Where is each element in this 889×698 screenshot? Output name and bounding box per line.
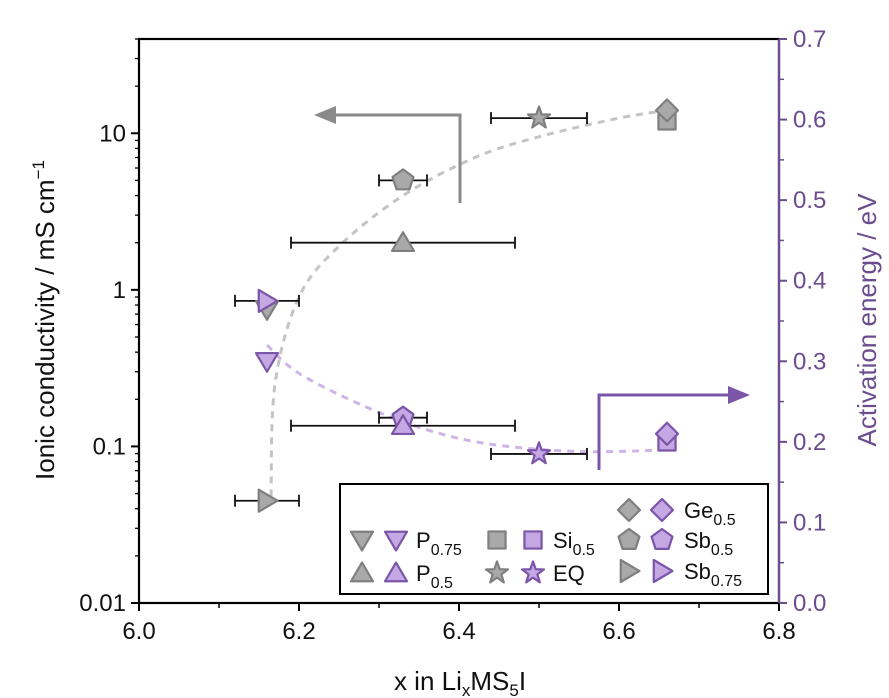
legend-label: Sb0.75 (684, 559, 742, 590)
legend-marker-activation (652, 558, 674, 584)
legend-marker-activation (520, 560, 546, 584)
x-tick-label: 6.4 (442, 618, 475, 645)
data-point-left-star (526, 105, 552, 129)
y-left-tick-label: 0.1 (93, 433, 126, 460)
axis-ticks: 6.0 6.2 6.4 6.6 6.8 0.01 0.1 1 10 0.0 0.1 0.2 0.3 0.4… (79, 26, 826, 645)
legend-marker-activation (649, 497, 675, 523)
legend-marker-conductivity (349, 530, 375, 552)
left-axis-arrow (314, 106, 462, 203)
y-right-axis-title: Activation energy / eV (852, 193, 882, 447)
data-point-right-triangle-down (254, 351, 280, 373)
legend-marker-conductivity (616, 497, 642, 523)
right-axis-arrow (597, 386, 750, 470)
data-point-left-triangle-right (257, 488, 279, 513)
x-tick-label: 6.0 (122, 618, 155, 645)
x-tick-label: 6.6 (602, 618, 635, 645)
legend-marker-activation (650, 527, 674, 550)
data-points (254, 98, 680, 513)
data-point-right-star (526, 441, 552, 465)
data-point-right-diamond (654, 421, 680, 446)
legend-label: Sb0.5 (684, 528, 733, 559)
data-point-left-triangle-up (390, 231, 416, 253)
legend-marker-conductivity (484, 560, 510, 584)
legend-label: P0.5 (416, 561, 453, 592)
x-axis-title: x in LixMS5I (394, 666, 526, 698)
y-left-tick-label: 0.01 (79, 590, 126, 617)
data-point-right-triangle-up (390, 414, 416, 436)
legend-marker-conductivity (617, 527, 641, 550)
legend-label: Si0.5 (553, 528, 595, 559)
legend-marker-activation (523, 530, 543, 550)
legend-marker-conductivity (487, 530, 507, 550)
x-tick-label: 6.2 (282, 618, 315, 645)
y-left-tick-label: 1 (113, 277, 126, 304)
y-right-tick-label: 0.6 (793, 107, 826, 134)
trend-line-conductivity (269, 108, 668, 497)
trend-lines (265, 108, 668, 497)
legend-box (339, 483, 769, 595)
legend-marker-activation (383, 530, 409, 552)
data-point-left-diamond (654, 98, 680, 123)
legend-marker-conductivity (619, 558, 641, 584)
legend-marker-activation (383, 561, 409, 583)
legend-marker-conductivity (349, 561, 375, 583)
y-left-tick-label: 10 (99, 120, 126, 147)
y-left-axis-title: Ionic conductivity / mS cm−1 (29, 160, 60, 480)
y-right-tick-label: 0.5 (793, 187, 826, 214)
y-right-tick-label: 0.3 (793, 348, 826, 375)
y-right-tick-label: 0.0 (793, 590, 826, 617)
data-point-right-triangle-right (257, 288, 279, 313)
legend-label: P0.75 (416, 528, 462, 559)
y-right-tick-label: 0.2 (793, 429, 826, 456)
legend-label: EQ (553, 561, 585, 586)
y-right-tick-label: 0.1 (793, 509, 826, 536)
legend-label: Ge0.5 (684, 498, 736, 529)
trend-line-activation (265, 344, 668, 454)
x-tick-label: 6.8 (762, 618, 795, 645)
y-right-tick-label: 0.4 (793, 268, 826, 295)
data-point-left-pentagon (391, 168, 415, 191)
y-right-tick-label: 0.7 (793, 26, 826, 53)
